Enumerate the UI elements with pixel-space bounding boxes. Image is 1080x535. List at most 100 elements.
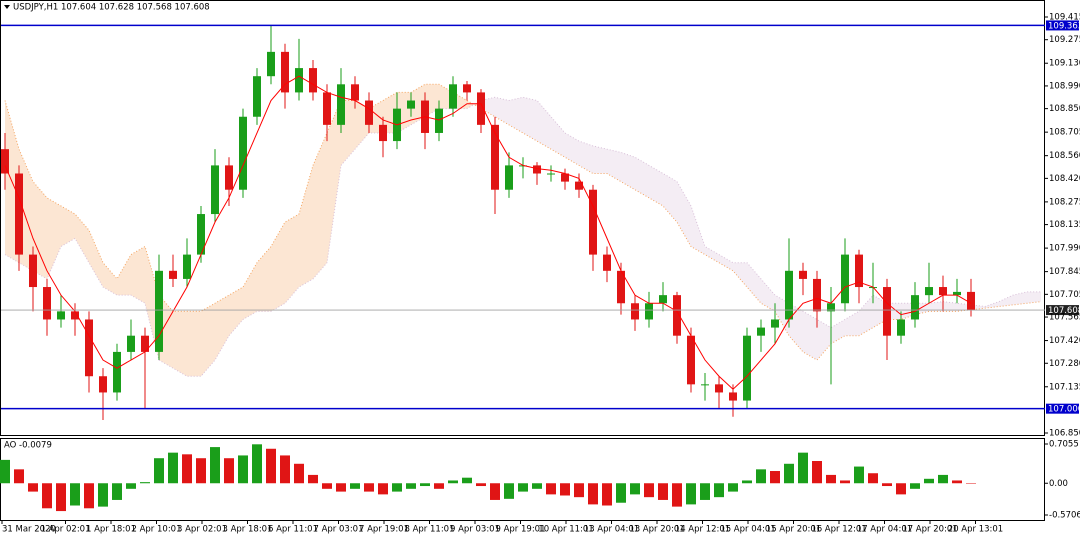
candle-body	[505, 165, 513, 190]
candle-body	[477, 92, 485, 125]
y-tick-label: 108.705	[1049, 128, 1080, 138]
candle-body	[631, 303, 639, 320]
ao-bar	[238, 455, 248, 484]
cloud-segment	[607, 149, 621, 182]
candle-body	[295, 68, 303, 93]
candle-body	[729, 392, 737, 401]
candle-body	[757, 327, 765, 336]
ao-bar	[938, 474, 948, 484]
x-tick-label: 16 Apr 12:01	[811, 525, 866, 535]
ao-bar	[462, 477, 472, 484]
cloud-segment	[201, 303, 215, 377]
x-tick-label: 9 Apr 03:01	[450, 525, 500, 535]
x-tick-label: 13 Apr 04:01	[584, 525, 639, 535]
cloud-segment	[103, 262, 117, 296]
candle-body	[435, 108, 443, 133]
cloud-segment	[271, 222, 285, 312]
ao-bar	[812, 460, 822, 484]
cloud-segment	[649, 165, 663, 206]
y-tick-label: 108.850	[1049, 104, 1080, 114]
ao-bar	[630, 483, 640, 495]
cloud-segment	[89, 230, 103, 288]
level-tag	[1046, 305, 1079, 316]
candle-body	[967, 291, 975, 311]
cloud-segment	[299, 165, 313, 288]
cloud-segment	[509, 97, 523, 133]
y-tick-label: 107.705	[1049, 290, 1080, 300]
y-tick-label: 107.990	[1049, 244, 1080, 254]
cloud-segment	[173, 311, 187, 377]
collapse-icon[interactable]	[4, 5, 10, 9]
ao-bar	[476, 483, 486, 487]
candle-body	[113, 351, 121, 393]
cloud-segment	[845, 311, 859, 336]
cloud-segment	[327, 100, 341, 263]
candle-body	[827, 303, 835, 312]
cloud-segment	[1027, 291, 1041, 304]
candle-body	[197, 214, 205, 255]
candle-body	[155, 270, 163, 352]
candle-body	[225, 165, 233, 190]
cloud-segment	[313, 132, 327, 279]
candle-body	[99, 376, 107, 393]
candle-body	[141, 335, 149, 352]
candle-body	[687, 335, 695, 385]
ao-bar	[336, 483, 346, 492]
candle-body	[547, 173, 555, 175]
ao-bar	[252, 444, 262, 484]
y-tick-label: 109.275	[1049, 35, 1080, 45]
ao-bar	[714, 483, 724, 498]
candle-body	[925, 287, 933, 296]
ao-title: AO -0.0079	[4, 441, 52, 451]
y-tick-label: 107.135	[1049, 382, 1080, 392]
y-tick-label: 107.280	[1049, 359, 1080, 369]
cloud-segment	[999, 295, 1013, 307]
y-tick-label: 108.420	[1049, 174, 1080, 184]
cloud-segment	[61, 205, 75, 247]
y-tick-label: 107.845	[1049, 267, 1080, 277]
cloud-segment	[131, 246, 145, 304]
y-tick-label: 107.420	[1049, 336, 1080, 346]
cloud-segment	[929, 301, 943, 312]
candle-body	[449, 84, 457, 109]
cloud-segment	[243, 262, 257, 320]
candle-body	[841, 254, 849, 304]
candle-body	[617, 270, 625, 304]
cloud-segment	[705, 246, 719, 263]
candle-body	[715, 384, 723, 393]
candle-body	[1, 149, 9, 174]
x-tick-label: 14 Apr 12:01	[675, 525, 730, 535]
x-tick-label: 10 Apr 11:01	[538, 525, 593, 535]
cloud-segment	[215, 295, 229, 361]
ao-bar	[28, 483, 38, 492]
ao-bar	[518, 483, 528, 492]
ao-bar	[868, 473, 878, 484]
candle-body	[169, 270, 177, 279]
plot-area	[1, 25, 1042, 421]
x-tick-label: 20 Apr 13:01	[948, 525, 1003, 535]
candle-body	[897, 319, 905, 336]
ao-bar	[182, 454, 192, 484]
level-label: 107.000	[1048, 405, 1080, 415]
ao-bar	[210, 447, 220, 484]
candle-body	[743, 335, 751, 401]
moving-average	[4, 75, 972, 390]
cloud-segment	[47, 197, 61, 279]
candle-body	[127, 335, 135, 352]
candle-body	[855, 254, 863, 288]
cloud-segment	[663, 173, 677, 223]
y-tick-label: 109.130	[1049, 59, 1080, 69]
candle-body	[785, 270, 793, 320]
ao-bar	[392, 483, 402, 492]
ao-bar	[154, 458, 164, 484]
ao-bar	[686, 483, 696, 505]
ao-bar	[532, 483, 542, 489]
cloud-segment	[579, 141, 593, 174]
cloud-segment	[691, 205, 705, 255]
candle-body	[379, 124, 387, 142]
candle-body	[323, 92, 331, 125]
candle-body	[911, 295, 919, 320]
candle-body	[365, 100, 373, 125]
main-frame	[0, 0, 1045, 436]
cloud-segment	[761, 278, 775, 312]
